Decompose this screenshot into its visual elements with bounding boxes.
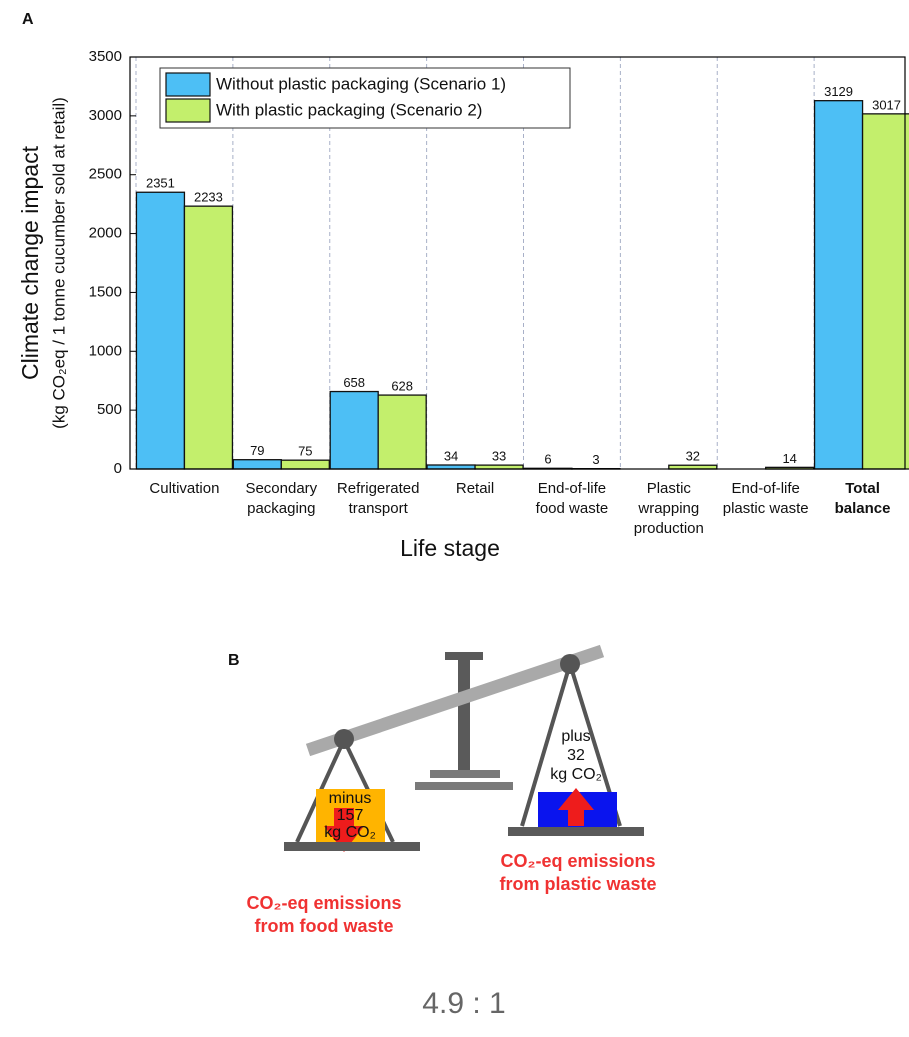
- x-tick-label: Refrigerated transport: [337, 480, 420, 517]
- up-arrow: [558, 788, 594, 826]
- y-tick-label: 2000: [89, 225, 122, 242]
- legend-box: [159, 67, 571, 129]
- right-caption: CO₂-eq emissions from plastic waste: [499, 851, 656, 894]
- legend-swatch: [165, 72, 211, 97]
- y-axis-subtitle: (kg CO₂eq / 1 tonne cucumber sold at ret…: [49, 97, 68, 429]
- value-label: 2351: [146, 176, 175, 191]
- ratio: 4.9 : 1: [422, 987, 505, 1020]
- panel-label: B: [228, 652, 240, 669]
- x-tick-label: End-of-life food waste: [536, 480, 609, 517]
- value-label: 32: [686, 449, 700, 464]
- y-tick-label: 0: [114, 460, 122, 477]
- value-label: 6: [544, 452, 551, 467]
- y-axis-title: Climate change impact: [17, 145, 43, 380]
- legend-swatch: [165, 98, 211, 123]
- value-label: 75: [298, 444, 312, 459]
- x-tick-label: Cultivation: [149, 480, 219, 497]
- value-label: 3129: [824, 84, 853, 99]
- plot-frame: [129, 56, 906, 470]
- y-tick-label: 500: [97, 401, 122, 418]
- value-label: 3: [592, 452, 599, 467]
- y-tick-label: 2500: [89, 166, 122, 183]
- bar: [135, 191, 186, 470]
- right-pan: [508, 827, 644, 836]
- x-tick-label: Plastic wrapping production: [634, 480, 704, 537]
- bar: [813, 100, 864, 470]
- x-tick-label: Total balance: [835, 480, 891, 517]
- y-tick-label: 1500: [89, 283, 122, 300]
- x-tick-label: Secondary packaging: [245, 480, 317, 517]
- balance-scale: B minus 157 kg CO₂ plus 32 kg CO₂ CO₂-eq emi…: [228, 644, 657, 1020]
- x-tick-label: End-of-life plastic waste: [723, 480, 809, 517]
- y-tick-label: 3500: [89, 48, 122, 65]
- left-caption: CO₂-eq emissions from food waste: [246, 893, 401, 936]
- value-label: 33: [492, 449, 506, 464]
- bar: [426, 464, 476, 470]
- legend-label: With plastic packaging (Scenario 2): [216, 100, 482, 119]
- post: [458, 656, 470, 776]
- x-axis-title: Life stage: [400, 535, 500, 561]
- left-pan: [284, 842, 420, 851]
- value-label: 628: [391, 379, 413, 394]
- panel-label: A: [22, 11, 34, 28]
- beam: [305, 644, 605, 757]
- bar: [280, 459, 330, 470]
- left-weight-label: minus 157 kg CO₂: [324, 790, 376, 841]
- legend-label: Without plastic packaging (Scenario 1): [216, 74, 506, 93]
- base: [415, 782, 513, 790]
- bar: [861, 113, 909, 470]
- x-tick-label: Retail: [456, 480, 494, 497]
- pivot: [560, 654, 580, 674]
- value-label: 79: [250, 443, 264, 458]
- pivot: [334, 729, 354, 749]
- value-label: 2233: [194, 190, 223, 205]
- base: [430, 770, 500, 778]
- bar: [183, 205, 234, 470]
- y-tick-label: 1000: [89, 342, 122, 359]
- y-tick-label: 3000: [89, 107, 122, 124]
- bar: [232, 459, 282, 470]
- value-label: 658: [343, 375, 365, 390]
- bar: [329, 390, 379, 470]
- down-arrow: [324, 808, 364, 852]
- value-label: 3017: [872, 97, 901, 112]
- value-label: 14: [782, 451, 796, 466]
- right-weight-label: plus 32 kg CO₂: [550, 728, 602, 783]
- value-label: 34: [444, 448, 458, 463]
- bar: [377, 394, 427, 470]
